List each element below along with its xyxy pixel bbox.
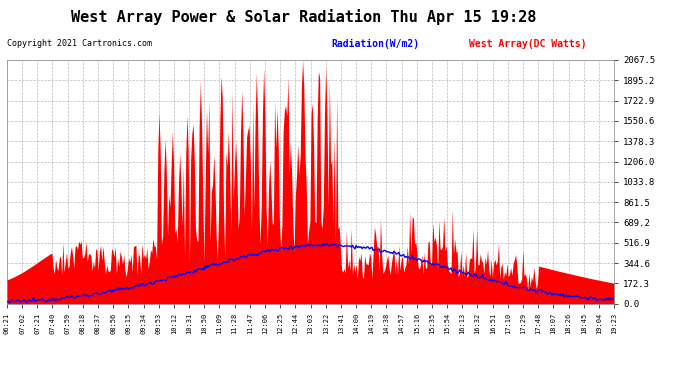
Text: Radiation(W/m2): Radiation(W/m2) [331,39,420,50]
Text: West Array(DC Watts): West Array(DC Watts) [469,39,586,50]
Text: Copyright 2021 Cartronics.com: Copyright 2021 Cartronics.com [7,39,152,48]
Text: West Array Power & Solar Radiation Thu Apr 15 19:28: West Array Power & Solar Radiation Thu A… [71,9,536,26]
